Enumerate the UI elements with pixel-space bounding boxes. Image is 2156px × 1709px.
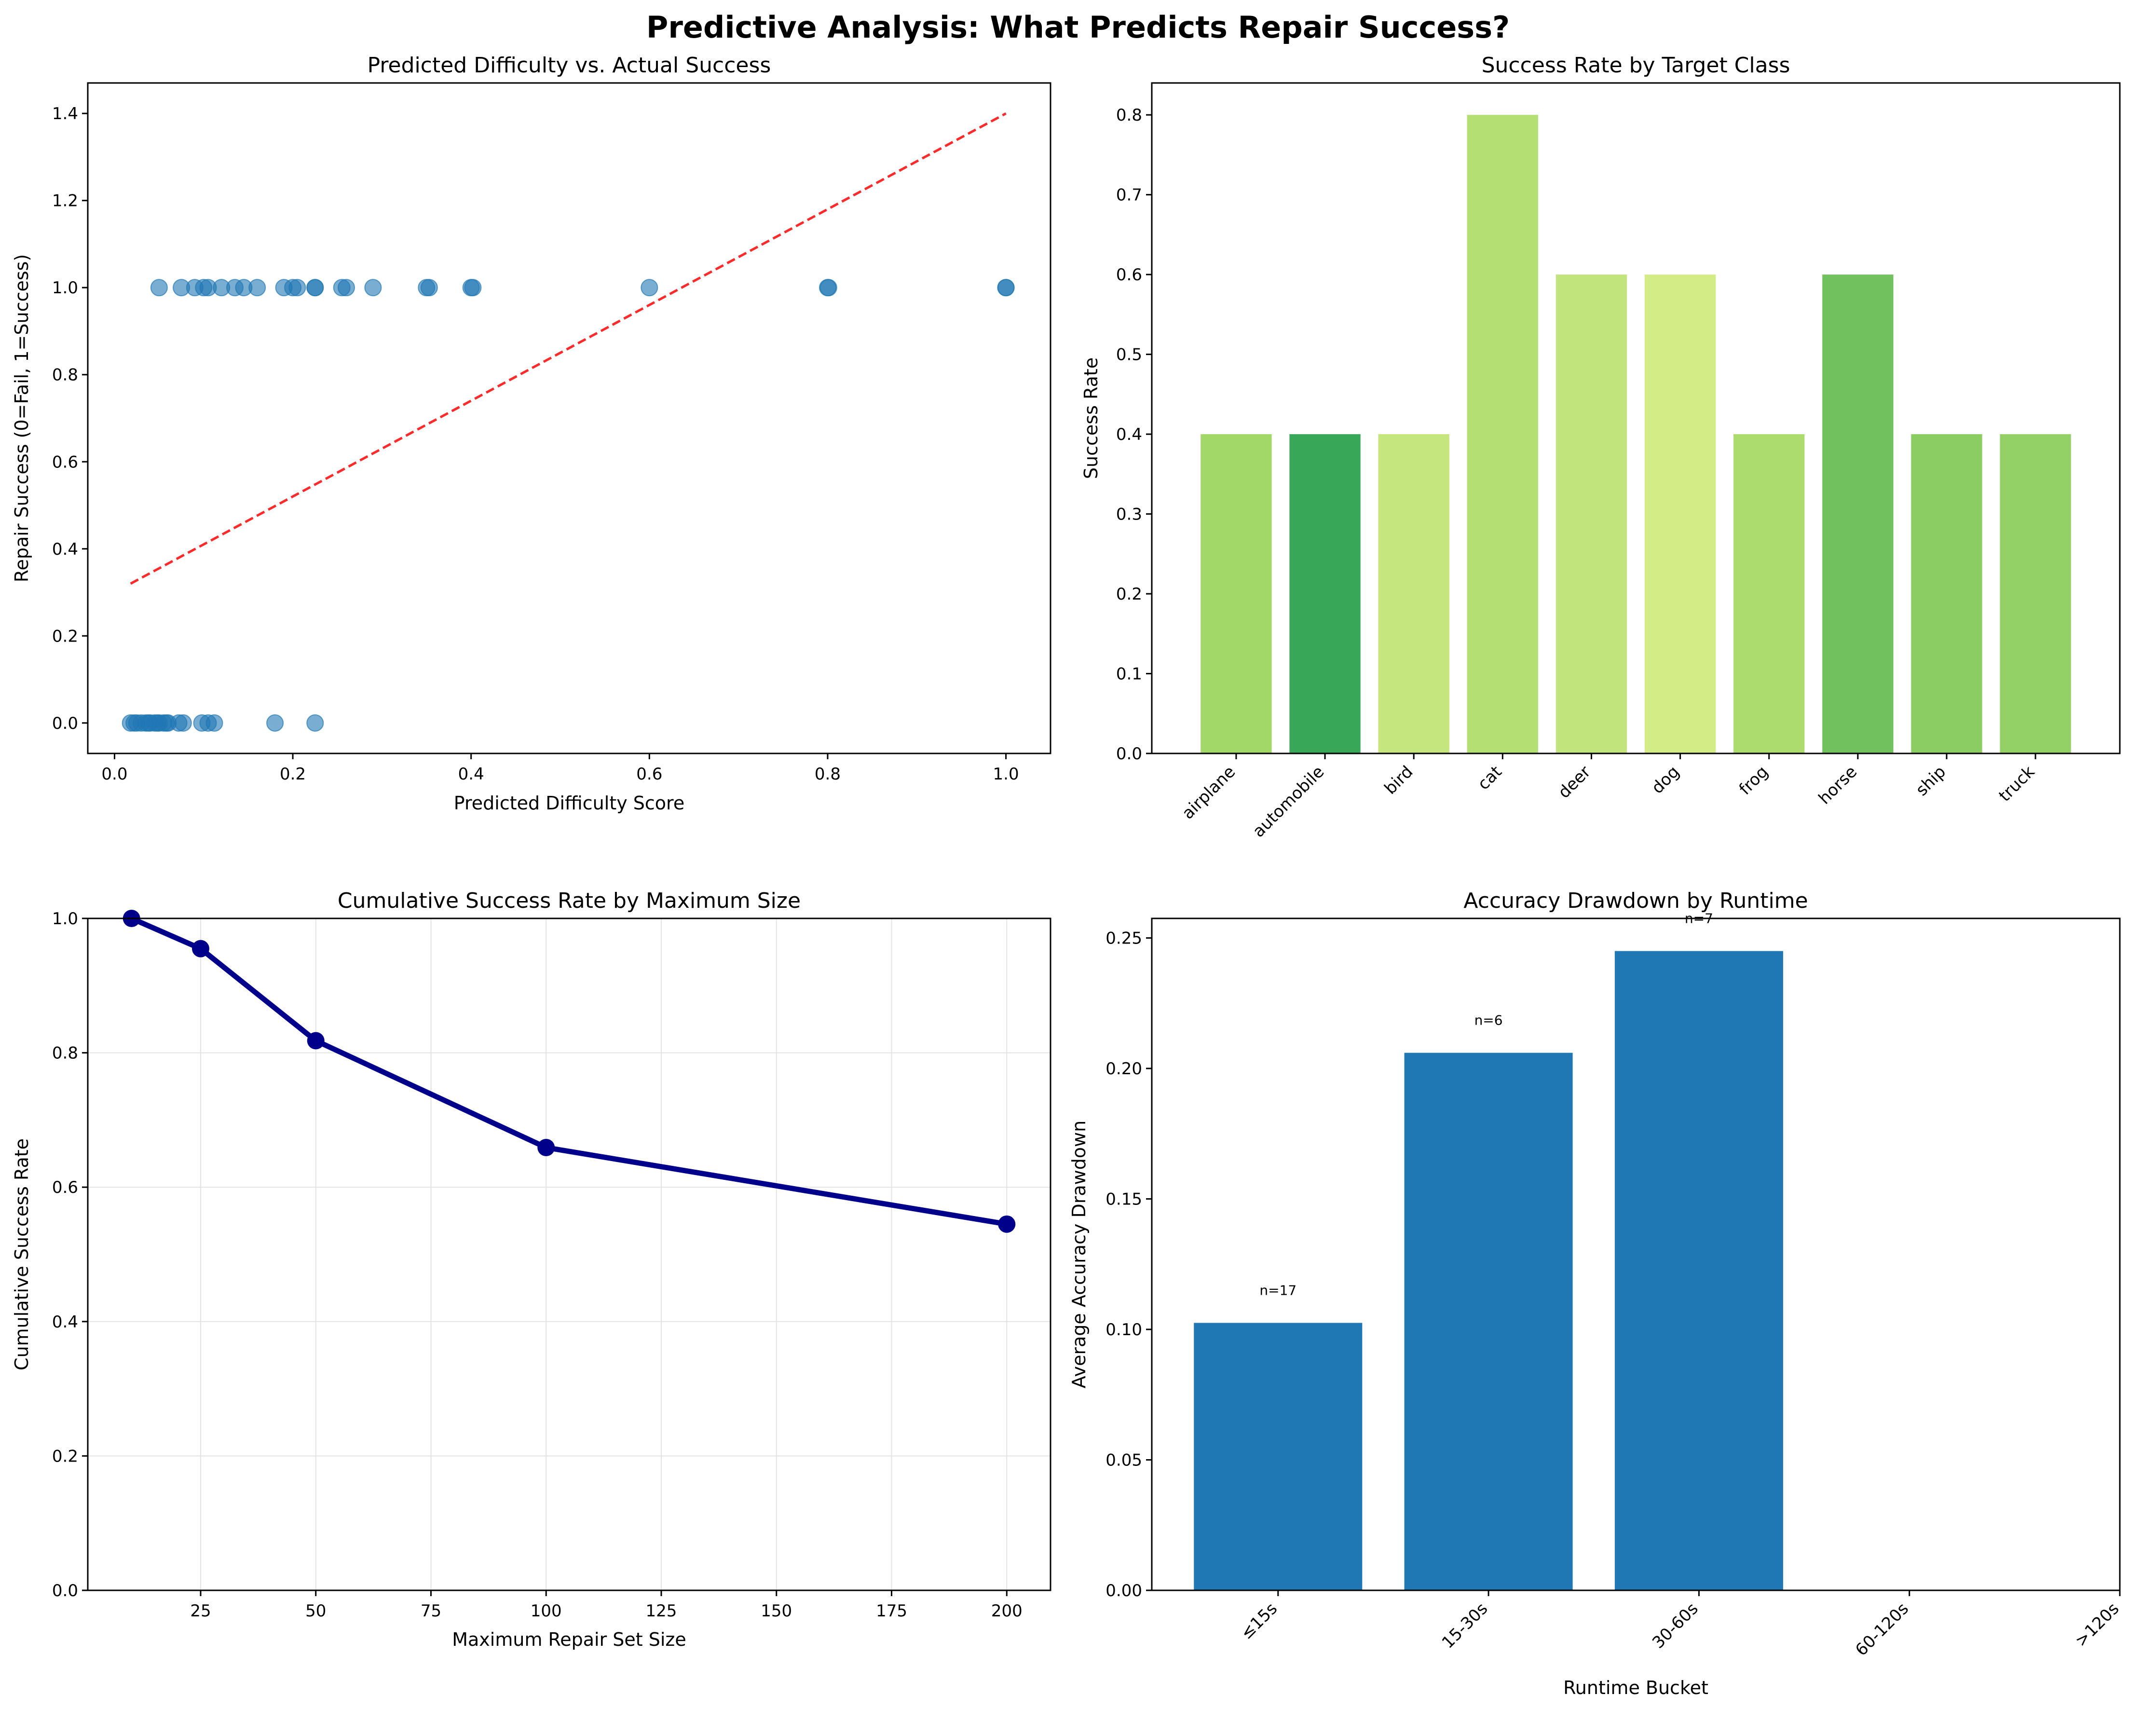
bar [1822,274,1894,753]
bar [1556,274,1627,753]
y-tick-label: 0.6 [52,452,78,472]
scatter-point [174,714,192,732]
bar [1614,951,1783,1590]
x-axis-label: Predicted Difficulty Score [454,793,684,814]
y-tick-label: 0.0 [52,1581,78,1600]
y-tick-label: 0.4 [52,540,78,559]
x-tick-label: 175 [876,1601,907,1621]
trend-line [130,112,1007,585]
x-tick-label: 0.2 [280,765,306,784]
y-tick-label: 1.0 [52,278,78,298]
y-tick-label: 0.6 [1116,265,1142,285]
y-tick-label: 0.25 [1105,929,1142,948]
x-tick-label: 100 [531,1601,562,1621]
y-tick-label: 0.8 [1116,106,1142,125]
y-tick-label: 0.8 [52,366,78,385]
bar [1467,115,1538,754]
x-tick-label: 0.8 [815,765,841,784]
scatter-point [819,279,837,297]
scatter-point [205,714,223,732]
x-axis-label: Maximum Repair Set Size [452,1629,686,1650]
scatter-point [997,279,1015,297]
y-tick-label: 1.4 [52,104,78,123]
scatter-point [306,714,324,732]
y-tick-label: 0.8 [52,1044,78,1063]
y-tick-label: 1.0 [52,909,78,929]
y-tick-label: 0.20 [1105,1059,1142,1079]
bar [1733,434,1805,753]
chart-title: Success Rate by Target Class [1482,53,1790,78]
y-tick-label: 0.00 [1105,1581,1142,1600]
bar [1644,274,1716,753]
scatter-point [641,279,658,297]
y-tick-label: 0.10 [1105,1320,1142,1340]
axes-frame [1151,82,2121,754]
bar-chart-runtime: 0.000.050.100.150.200.25n=17≤15sn=615-30… [1068,889,2123,1698]
y-tick-label: 1.2 [52,191,78,211]
bar [1194,1323,1363,1590]
x-tick-label: 1.0 [993,765,1019,784]
y-tick-label: 0.0 [52,714,78,733]
scatter-point [337,279,355,297]
y-tick-label: 0.2 [1116,585,1142,604]
y-tick-label: 0.2 [52,1447,78,1466]
y-tick-label: 0.5 [1116,345,1142,365]
y-tick-label: 0.05 [1105,1451,1142,1470]
x-tick-label: 75 [421,1601,441,1621]
y-tick-label: 0.7 [1116,186,1142,205]
bar [1911,434,1982,753]
bar-annotation: n=17 [1259,1283,1296,1299]
bar [1201,434,1272,753]
y-tick-label: 0.4 [52,1313,78,1332]
y-tick-label: 0.0 [1116,744,1142,764]
scatter-point [306,279,324,297]
x-axis-label: Runtime Bucket [1563,1677,1708,1698]
line-chart-cumulative: 0.0 0.2 0.4 0.6 0.8 1.0 25 50 75 100 125 150 175 200 C… [11,889,1051,1650]
x-tick-label: 25 [190,1601,211,1621]
y-tick-label: 0.15 [1105,1190,1142,1209]
y-axis-label: Cumulative Success Rate [11,1138,32,1370]
scatter-point [420,279,438,297]
bar [1378,434,1449,753]
line-marker [191,940,209,957]
x-tick-label: 125 [646,1601,677,1621]
bar [1289,434,1361,753]
axes-frame [87,917,1051,1591]
x-tick-label: 0.0 [101,765,127,784]
line-marker [307,1032,325,1050]
scatter-point [364,279,382,297]
chart-title: Accuracy Drawdown by Runtime [1463,889,1808,913]
chart-title: Predicted Difficulty vs. Actual Success [368,53,771,78]
axes-frame [87,82,1051,754]
y-tick-label: 0.4 [1116,425,1142,444]
bar [1404,1053,1573,1590]
chart-title: Cumulative Success Rate by Maximum Size [338,889,801,913]
line-marker [537,1139,555,1157]
x-tick-label: 150 [761,1601,792,1621]
line-marker [998,1215,1016,1233]
scatter-point [248,279,266,297]
x-tick-label: 0.4 [458,765,484,784]
scatter-chart-difficulty: 0.0 0.2 0.4 0.6 0.8 1.0 1.2 1.4 0.0 0.2 0.4 0.6 0.8 1… [11,53,1051,814]
figure-title: Predictive Analysis: What Predicts Repai… [646,10,1510,45]
x-tick-label: 50 [305,1601,326,1621]
y-axis-label: Average Accuracy Drawdown [1068,1121,1090,1388]
y-axis-label: Repair Success (0=Fail, 1=Success) [11,254,32,582]
scatter-point [150,279,168,297]
scatter-point [266,714,284,732]
y-axis-label: Success Rate [1080,357,1102,479]
y-tick-label: 0.2 [52,627,78,646]
bar [2000,434,2071,753]
y-tick-label: 0.3 [1116,505,1142,524]
scatter-point [288,279,306,297]
y-tick-label: 0.1 [1116,665,1142,684]
scatter-point [464,279,482,297]
x-tick-label: 0.6 [636,765,662,784]
y-tick-label: 0.6 [52,1178,78,1197]
axes-frame [1151,917,2121,1591]
bar-annotation: n=6 [1474,1012,1503,1028]
x-tick-label: 200 [991,1601,1023,1621]
